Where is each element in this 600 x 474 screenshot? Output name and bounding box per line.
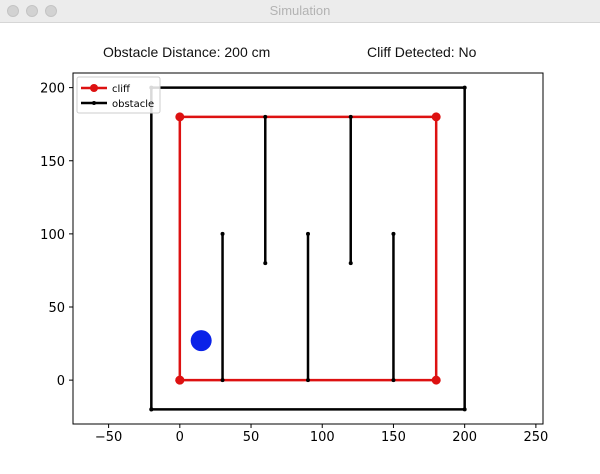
cliff-detected-label: Cliff Detected: No <box>367 44 477 60</box>
x-tick-label: 50 <box>243 430 260 445</box>
obstacle-wall-5-point <box>391 378 396 383</box>
cliff-point <box>431 112 441 122</box>
x-tick-label: 200 <box>452 430 477 445</box>
x-tick-label: 250 <box>523 430 548 445</box>
y-tick-label: 100 <box>40 228 65 243</box>
cliff-point <box>175 112 185 122</box>
obstacle-wall-2-point <box>263 114 268 119</box>
obstacle-wall-1-point <box>220 378 225 383</box>
robot-marker <box>190 330 212 352</box>
legend-swatch-marker <box>92 101 96 105</box>
legend-label: cliff <box>112 84 131 95</box>
cliff-point <box>431 375 441 385</box>
obstacle-distance-label: Obstacle Distance: 200 cm <box>103 44 271 60</box>
obstacle-wall-5-point <box>391 231 396 236</box>
obstacle-wall-1-point <box>220 231 225 236</box>
obstacle-wall-4-point <box>348 261 353 266</box>
legend-label: obstacle <box>112 99 154 110</box>
axes-frame <box>72 72 544 425</box>
obstacle-wall-4-point <box>348 114 353 119</box>
x-tick-label: 0 <box>176 430 184 445</box>
x-tick-label: 150 <box>381 430 406 445</box>
window-titlebar: Simulation <box>0 0 600 23</box>
x-tick-label: 100 <box>310 430 335 445</box>
close-window-button[interactable] <box>7 5 19 17</box>
obstacle-boundary-point <box>149 407 154 412</box>
cliff-point <box>175 375 185 385</box>
y-tick-label: 200 <box>40 82 65 97</box>
zoom-window-button[interactable] <box>45 5 57 17</box>
legend-swatch-marker <box>90 84 98 92</box>
minimize-window-button[interactable] <box>26 5 38 17</box>
y-tick-label: 0 <box>57 374 65 389</box>
x-tick-label: −50 <box>95 430 122 445</box>
obstacle-wall-3-point <box>306 231 310 236</box>
obstacle-wall-3-point <box>306 378 310 383</box>
window-title: Simulation <box>269 3 331 18</box>
legend: cliff obstacle <box>76 76 161 114</box>
obstacle-boundary-point <box>462 407 467 412</box>
obstacle-wall-2-point <box>263 261 268 266</box>
y-tick-label: 150 <box>40 155 65 170</box>
obstacle-boundary-point <box>462 85 467 90</box>
y-tick-label: 50 <box>48 301 65 316</box>
